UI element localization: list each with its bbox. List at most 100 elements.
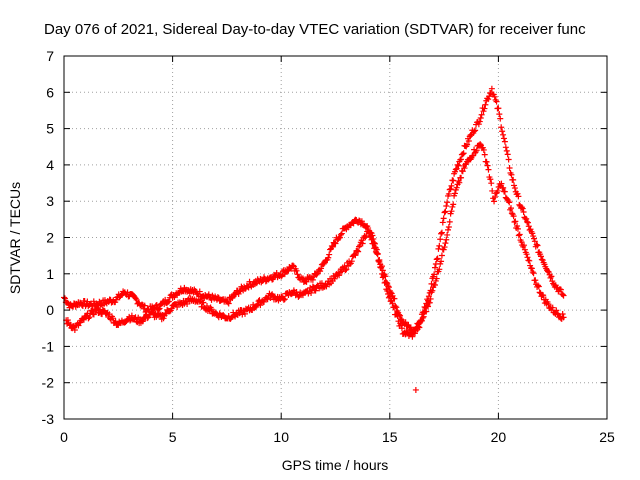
data-point <box>64 317 71 324</box>
data-point <box>495 105 502 112</box>
data-point <box>524 254 531 261</box>
data-point <box>160 315 167 322</box>
data-point <box>447 185 454 192</box>
data-point <box>545 301 552 308</box>
y-tick-label: 0 <box>46 302 54 318</box>
data-point <box>264 296 271 303</box>
y-tick-label: -1 <box>42 338 55 354</box>
data-point <box>127 317 134 324</box>
data-point <box>389 300 396 307</box>
data-point <box>317 268 324 275</box>
data-point <box>505 156 512 163</box>
data-point <box>446 218 453 225</box>
data-point <box>431 282 438 289</box>
data-point <box>459 151 466 158</box>
data-point <box>438 258 445 265</box>
data-point <box>141 302 148 309</box>
data-point <box>376 259 383 266</box>
data-point <box>412 386 419 393</box>
data-point <box>356 217 363 224</box>
data-point <box>67 321 74 328</box>
chart-title: Day 076 of 2021, Sidereal Day-to-day VTE… <box>44 21 586 38</box>
data-point <box>109 315 116 322</box>
data-point <box>375 258 382 265</box>
data-point <box>498 180 505 187</box>
data-point <box>529 230 536 237</box>
data-point <box>560 292 567 299</box>
data-point <box>351 251 358 258</box>
data-point <box>438 252 445 259</box>
data-point <box>478 111 485 118</box>
data-point <box>485 96 492 103</box>
data-point <box>367 233 374 240</box>
data-point <box>86 314 93 321</box>
data-point <box>533 241 540 248</box>
data-point <box>460 150 467 157</box>
data-point <box>78 302 85 309</box>
data-point <box>242 286 248 293</box>
data-point <box>92 308 99 315</box>
data-point <box>486 93 493 100</box>
data-point <box>529 269 536 276</box>
data-point <box>338 230 345 237</box>
x-tick-label: 5 <box>169 429 177 445</box>
data-point <box>524 219 531 226</box>
y-tick-label: 1 <box>46 266 54 282</box>
data-point <box>374 250 381 257</box>
y-tick-label: 5 <box>46 121 54 137</box>
data-point <box>516 231 523 238</box>
x-tick-label: 10 <box>273 429 289 445</box>
data-point <box>312 287 319 294</box>
data-point <box>352 252 359 259</box>
data-point <box>500 131 507 138</box>
data-point <box>502 144 509 151</box>
data-point <box>342 267 349 274</box>
data-point <box>75 322 82 329</box>
data-point <box>423 308 430 315</box>
data-point <box>452 166 459 173</box>
data-point <box>370 240 377 247</box>
data-point <box>515 232 522 239</box>
data-point <box>488 180 495 187</box>
data-point <box>385 294 392 301</box>
data-point <box>518 239 525 246</box>
data-point <box>175 289 182 296</box>
data-point <box>426 299 433 306</box>
data-point <box>398 325 405 332</box>
data-point <box>337 231 344 238</box>
data-point <box>214 294 221 301</box>
data-point <box>418 317 425 324</box>
data-point <box>429 287 436 294</box>
data-point <box>61 295 68 302</box>
data-point <box>348 258 355 265</box>
data-point <box>484 162 491 169</box>
data-point <box>514 222 521 229</box>
data-point <box>366 229 373 236</box>
data-point <box>528 265 535 272</box>
data-point <box>293 267 300 274</box>
data-point <box>476 118 483 125</box>
data-point <box>488 85 495 92</box>
data-point <box>89 307 96 314</box>
data-point <box>473 147 480 154</box>
data-point <box>320 260 327 267</box>
data-point <box>524 218 531 225</box>
data-point <box>523 215 530 222</box>
data-point <box>531 235 538 242</box>
data-point <box>477 114 484 121</box>
data-point <box>489 187 496 194</box>
data-point <box>491 198 498 205</box>
y-tick-label: 7 <box>46 48 54 64</box>
data-point <box>448 208 455 215</box>
data-point <box>391 304 398 311</box>
data-point <box>436 266 443 273</box>
data-point <box>472 127 479 134</box>
data-point <box>454 161 461 168</box>
data-point <box>440 215 447 222</box>
data-point <box>455 162 462 169</box>
data-point <box>451 190 458 197</box>
data-point <box>329 243 336 250</box>
data-point <box>534 282 541 289</box>
data-point <box>84 298 91 305</box>
